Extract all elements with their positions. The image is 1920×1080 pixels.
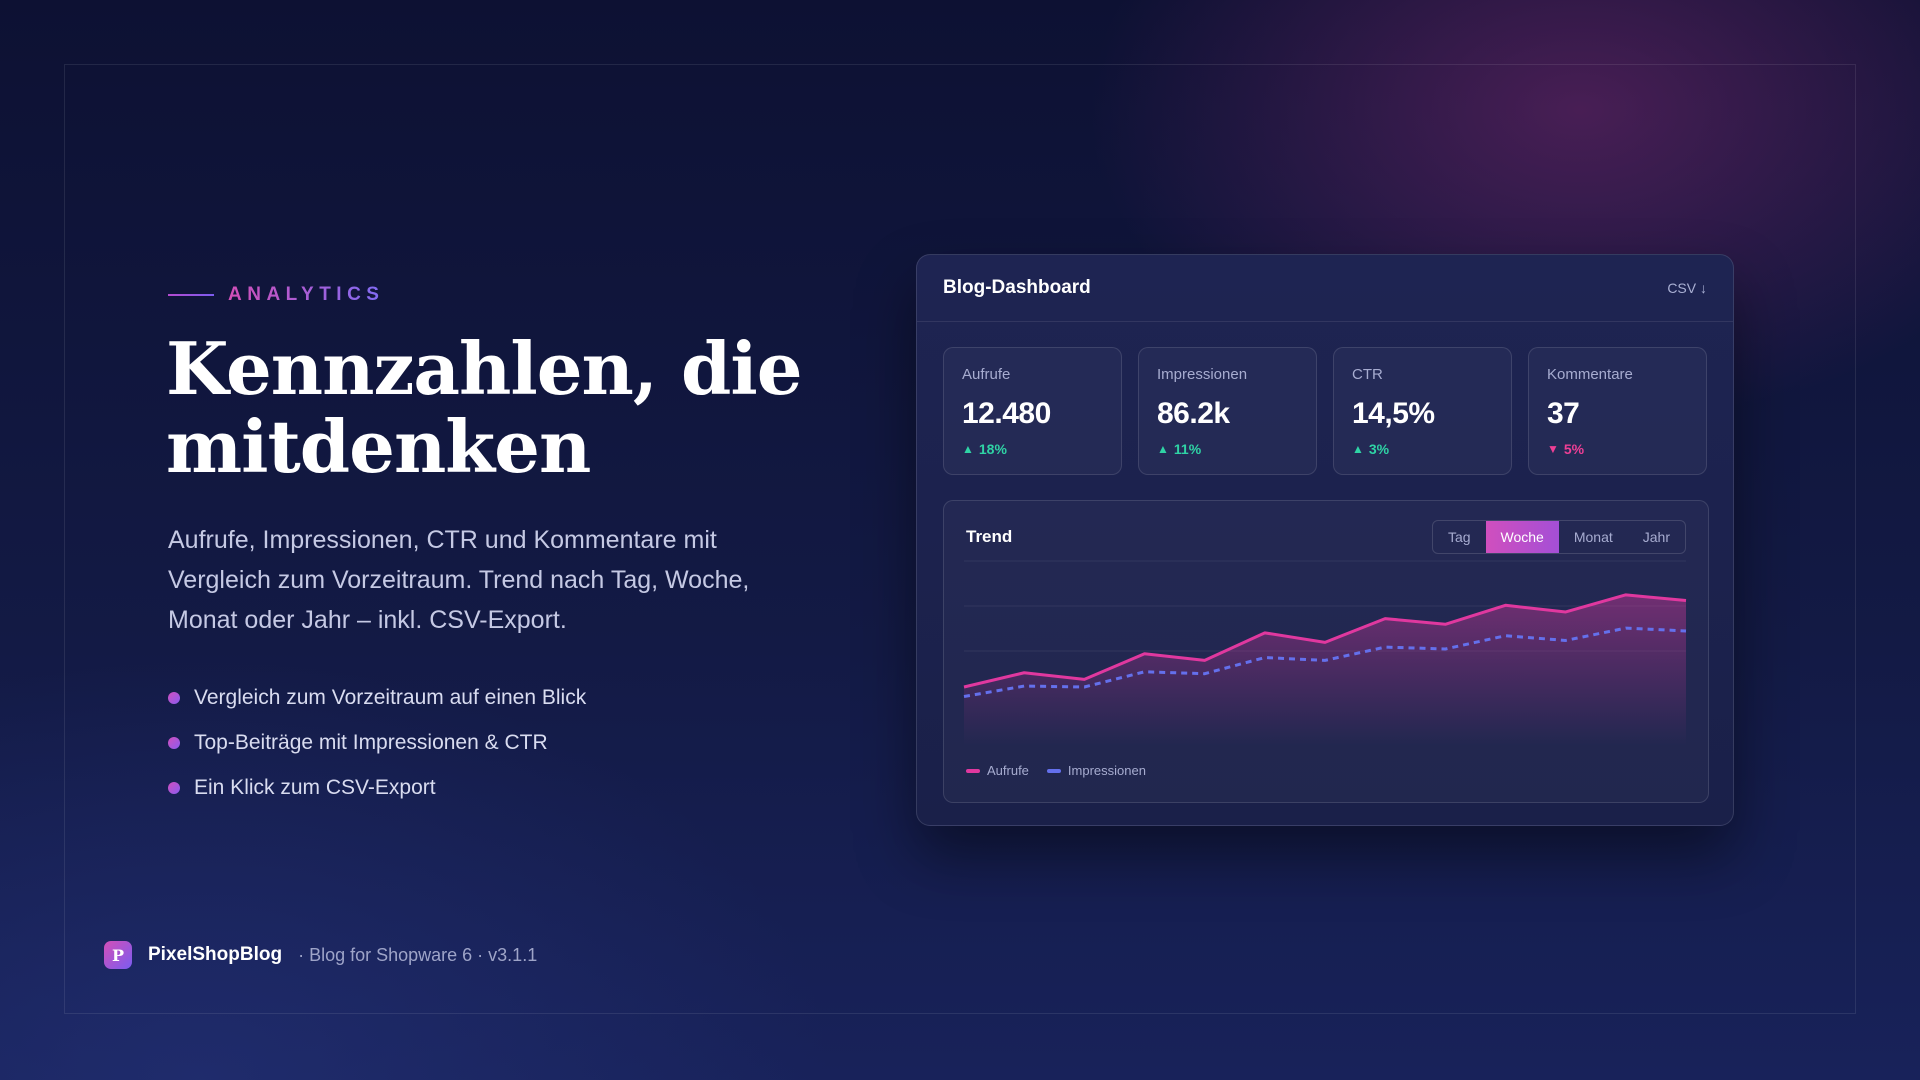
arrow-down-icon: ▼ bbox=[1547, 442, 1559, 456]
feature-text: Ein Klick zum CSV-Export bbox=[194, 775, 436, 799]
kpi-delta-value: 5% bbox=[1563, 441, 1585, 457]
trend-chart bbox=[963, 560, 1687, 746]
dashboard-card: Blog-Dashboard CSV ↓ Aufrufe 12.480 ▲ 18%… bbox=[916, 254, 1734, 826]
trend-panel: Trend Tag Woche Monat Jahr Aufrufe Impre… bbox=[943, 500, 1709, 803]
kpi-value: 37 bbox=[1547, 397, 1580, 430]
arrow-up-icon: ▲ bbox=[1352, 442, 1364, 456]
kpi-delta: ▲ 3% bbox=[1352, 441, 1493, 457]
feature-list: Vergleich zum Vorzeitraum auf einen Blic… bbox=[168, 675, 586, 810]
feature-text: Top-Beiträge mit Impressionen & CTR bbox=[194, 730, 548, 754]
intro-text: Aufrufe, Impressionen, CTR und Kommentar… bbox=[168, 526, 750, 634]
legend-item-aufrufe: Aufrufe bbox=[966, 763, 1029, 778]
kpi-delta: ▲ 11% bbox=[1157, 441, 1298, 457]
bullet-dot-icon bbox=[168, 781, 180, 794]
trend-title: Trend bbox=[966, 527, 1013, 546]
period-tab-tag[interactable]: Tag bbox=[1447, 529, 1471, 545]
kpi-row: Aufrufe 12.480 ▲ 18% Impressionen 86.2k ▲… bbox=[943, 347, 1707, 475]
arrow-up-icon: ▲ bbox=[962, 442, 974, 456]
kpi-card-ctr: CTR 14,5% ▲ 3% bbox=[1333, 347, 1512, 475]
kpi-card-kommentare: Kommentare 37 ▼ 5% bbox=[1528, 347, 1707, 475]
series-line-impressionen bbox=[963, 626, 1687, 698]
feature-item: Vergleich zum Vorzeitraum auf einen Blic… bbox=[168, 675, 586, 720]
csv-export-button[interactable]: CSV ↓ bbox=[1667, 280, 1707, 296]
eyebrow: ANALYTICS bbox=[168, 283, 384, 307]
kpi-label: Kommentare bbox=[1547, 366, 1633, 383]
bullet-dot-icon bbox=[168, 736, 180, 749]
brand-footer: P PixelShopBlog · Blog for Shopware 6 · … bbox=[104, 940, 537, 970]
kpi-delta-value: 18% bbox=[978, 441, 1007, 457]
kpi-card-aufrufe: Aufrufe 12.480 ▲ 18% bbox=[943, 347, 1122, 475]
legend-swatch bbox=[966, 768, 980, 773]
legend-label: Impressionen bbox=[1067, 763, 1146, 778]
kpi-label: Aufrufe bbox=[962, 366, 1011, 383]
bullet-dot-icon bbox=[168, 691, 180, 704]
chart-legend: Aufrufe Impressionen bbox=[966, 763, 1164, 778]
kpi-card-impressionen: Impressionen 86.2k ▲ 11% bbox=[1138, 347, 1317, 475]
series-line-aufrufe bbox=[963, 593, 1687, 689]
feature-item: Top-Beiträge mit Impressionen & CTR bbox=[168, 720, 586, 765]
period-tab-monat[interactable]: Monat bbox=[1573, 529, 1613, 545]
kpi-delta-value: 11% bbox=[1173, 441, 1202, 457]
kpi-label: Impressionen bbox=[1157, 366, 1248, 383]
kpi-delta-value: 3% bbox=[1368, 441, 1390, 457]
legend-swatch bbox=[1046, 768, 1061, 773]
kpi-value: 86.2k bbox=[1157, 397, 1230, 430]
kpi-delta: ▲ 18% bbox=[962, 441, 1103, 457]
feature-item: Ein Klick zum CSV-Export bbox=[168, 765, 586, 810]
dashboard-title: Blog-Dashboard bbox=[943, 277, 1091, 298]
brand-logo-icon: P bbox=[104, 941, 132, 969]
feature-text: Vergleich zum Vorzeitraum auf einen Blic… bbox=[194, 685, 587, 709]
brand-name: PixelShopBlog bbox=[148, 944, 283, 965]
headline: Kennzahlen, die mitdenken bbox=[166, 326, 803, 489]
dashboard-header: Blog-Dashboard CSV ↓ bbox=[917, 255, 1733, 322]
kpi-delta: ▼ 5% bbox=[1547, 441, 1688, 457]
kpi-label: CTR bbox=[1352, 366, 1383, 383]
outer-frame bbox=[64, 64, 1856, 1014]
period-tab-woche[interactable]: Woche bbox=[1485, 521, 1559, 553]
eyebrow-line bbox=[168, 294, 214, 296]
brand-meta: · Blog for Shopware 6 · v3.1.1 bbox=[298, 944, 538, 965]
period-tab-jahr[interactable]: Jahr bbox=[1642, 529, 1670, 545]
legend-item-impressionen: Impressionen bbox=[1046, 763, 1146, 778]
legend-label: Aufrufe bbox=[987, 763, 1029, 778]
eyebrow-text: ANALYTICS bbox=[228, 284, 385, 305]
series-area-aufrufe bbox=[964, 594, 1686, 746]
kpi-value: 12.480 bbox=[962, 397, 1051, 430]
period-switcher: Tag Woche Monat Jahr bbox=[1431, 520, 1686, 554]
kpi-value: 14,5% bbox=[1352, 397, 1435, 430]
arrow-up-icon: ▲ bbox=[1157, 442, 1169, 456]
